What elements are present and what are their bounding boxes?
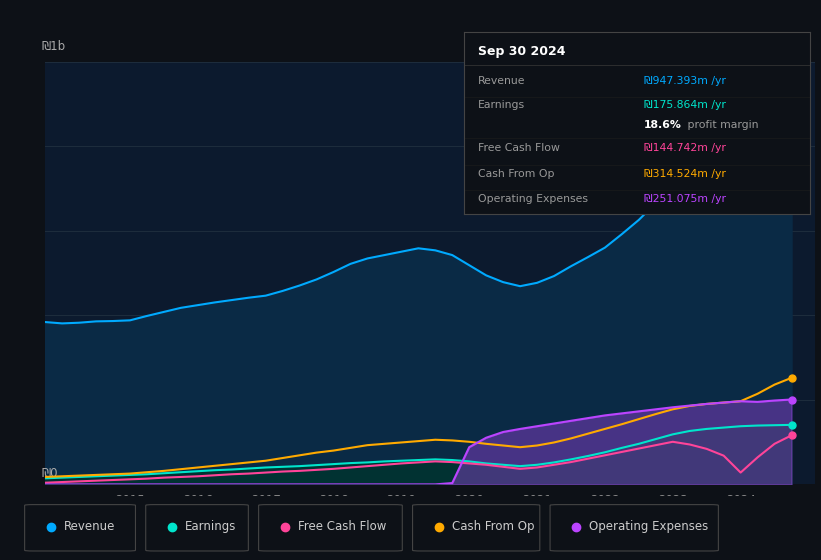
Text: Cash From Op: Cash From Op (452, 520, 534, 533)
Text: ₪1b: ₪1b (41, 40, 66, 53)
Text: Revenue: Revenue (478, 76, 525, 86)
Text: ₪175.864m /yr: ₪175.864m /yr (644, 100, 726, 110)
Text: Cash From Op: Cash From Op (478, 169, 554, 179)
Text: Earnings: Earnings (478, 100, 525, 110)
Text: 18.6%: 18.6% (644, 120, 682, 130)
Text: Revenue: Revenue (64, 520, 116, 533)
Text: ₪947.393m /yr: ₪947.393m /yr (644, 76, 726, 86)
Text: profit margin: profit margin (684, 120, 759, 130)
Text: Free Cash Flow: Free Cash Flow (478, 143, 560, 153)
Text: ₪314.524m /yr: ₪314.524m /yr (644, 169, 726, 179)
Text: Sep 30 2024: Sep 30 2024 (478, 45, 565, 58)
Text: Free Cash Flow: Free Cash Flow (298, 520, 387, 533)
Text: Earnings: Earnings (185, 520, 236, 533)
Text: Operating Expenses: Operating Expenses (478, 194, 588, 204)
Text: ₪251.075m /yr: ₪251.075m /yr (644, 194, 726, 204)
Text: ₪144.742m /yr: ₪144.742m /yr (644, 143, 726, 153)
Text: ₪0: ₪0 (41, 467, 57, 480)
Text: Operating Expenses: Operating Expenses (589, 520, 709, 533)
